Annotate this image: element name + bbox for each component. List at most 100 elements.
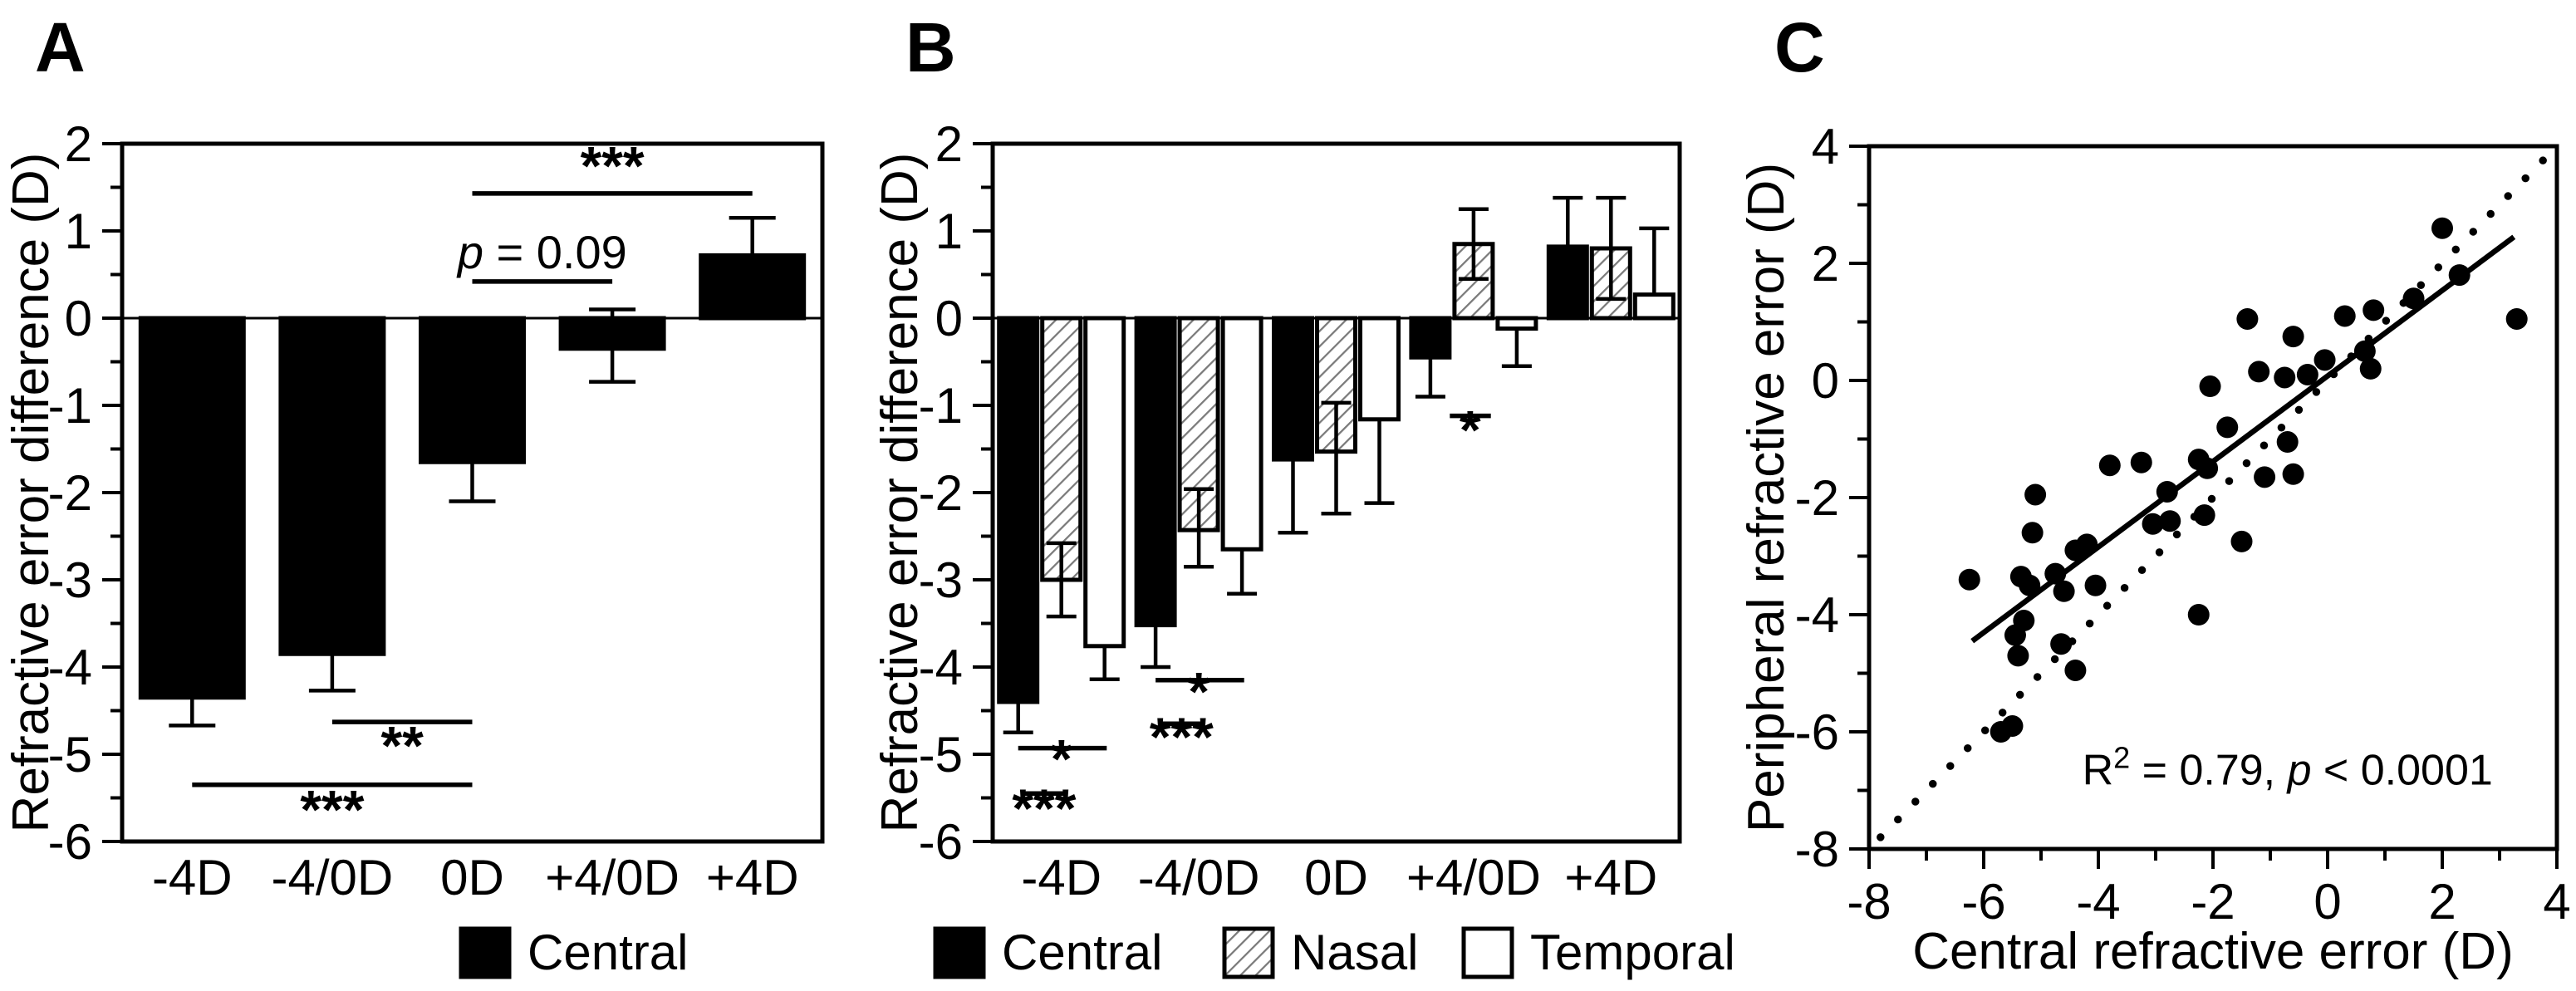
stats-annotation: R2 = 0.79, p < 0.0001 [2083,740,2493,794]
data-point [2064,659,2087,681]
significance-label: * [1460,400,1481,461]
legend-label-central: Central [1002,925,1162,980]
plot-border [990,141,1682,844]
data-point [2130,451,2152,473]
data-point [2004,624,2026,646]
data-point [2084,574,2107,596]
x-tick-label-2: 2 [2428,874,2456,930]
data-point [2159,510,2181,532]
data-point [2313,349,2336,371]
significance-label: *** [300,778,364,840]
legend-item-central: Central [459,925,688,980]
data-point [2156,480,2178,503]
y-tick-label--3: -3 [919,552,963,608]
legend-swatch-nasal [1222,926,1275,979]
x-category-label-0D: 0D [440,850,504,905]
panel-c: C Peripheral refractive error (D) Centra… [1738,8,2571,980]
legend-label-central: Central [527,925,688,980]
panel-c-plot: -8 -6 -4 -2 0 2 4 4 2 0 -2 -4 -6 -8 R2 = 0.79, p < 0.0… [1795,119,2571,930]
panel-c-x-axis-title: Central refractive error (D) [1912,923,2513,980]
data-point [2007,645,2029,667]
panel-b-label: B [905,8,956,86]
data-point [2142,513,2164,535]
y-tick-label-2: 2 [65,116,92,172]
y-tick-label-1: 1 [65,204,92,259]
data-point [2296,363,2318,385]
x-category-label-+4D: +4D [1564,850,1657,905]
bar-central-0D [1272,316,1314,462]
panel-a-legend: Central [459,925,688,980]
significance-label: * [1188,661,1209,723]
panel-b-legend: Central Nasal Temporal [933,925,1735,980]
y-tick-label-0: 0 [935,291,963,346]
y-tick-label-2: 2 [935,116,963,172]
y-tick-label--6: -6 [1795,704,1839,760]
data-point [1958,568,1980,591]
legend-label-nasal: Nasal [1291,925,1418,980]
y-tick-label-4: 4 [1812,119,1839,174]
panel-b-y-axis-title: Refractive error difference (D) [871,153,929,833]
significance-label: *** [1012,778,1076,839]
data-point [2053,580,2075,602]
legend-swatch-central [459,926,512,979]
bar-central--4/0D [278,316,386,656]
data-point [2076,533,2098,556]
x-category-label--4/0D: -4/0D [272,850,394,905]
identity-line [1877,145,2559,841]
significance-label: * [1051,728,1072,789]
panel-b-plot: 210-1-2-3-4-5-6-4D -4/0D 0D +4/0D +4D*******… [919,116,1682,905]
bar-temporal--4D [1083,316,1126,649]
panel-a-plot: 2 1 0 -1 -2 -3 -4 -5 -6 -4D -4/0D 0D +4/0D +4D *** p = … [48,116,825,905]
legend-item-nasal: Nasal [1222,925,1418,980]
x-category-label--4D: -4D [152,850,233,905]
y-tick-label--5: -5 [919,727,963,782]
y-tick-label--2: -2 [1795,470,1839,526]
data-point [2199,375,2221,398]
panel-c-label: C [1774,8,1825,86]
panel-b: B Refractive error difference (D) 2 1 0 -1 -… [871,8,1735,980]
x-category-label-+4/0D: +4/0D [545,850,680,905]
x-category-label-+4/0D: +4/0D [1406,850,1541,905]
y-tick-label--3: -3 [48,552,92,608]
bar-temporal--4/0D [1220,316,1263,552]
data-point [2282,326,2304,348]
data-point [2021,522,2044,544]
data-point [2505,307,2528,330]
bar-central-+4D [699,253,807,321]
significance-label: ** [381,715,424,777]
y-tick-label-0: 0 [1812,353,1839,409]
bar-central-0D [419,316,526,464]
data-point [2216,416,2239,439]
y-tick-label--6: -6 [919,814,963,870]
bar-temporal-+4/0D [1495,316,1538,331]
plot-border [1867,144,2559,851]
data-point [2019,574,2041,596]
legend-label-temporal: Temporal [1530,925,1735,980]
panel-a: A Refractive error difference (D) 2 1 0 -1 -… [2,8,825,980]
x-tick-label--2: -2 [2191,874,2235,930]
panel-c-y-axis-title: Peripheral refractive error (D) [1738,163,1795,832]
panel-a-label: A [35,8,86,86]
significance-label: p = 0.09 [456,226,627,278]
y-tick-label--1: -1 [919,378,963,434]
y-tick-label--6: -6 [48,814,92,870]
data-point [2282,463,2304,485]
data-point [2187,604,2210,626]
data-point [2248,361,2270,383]
y-tick-label--1: -1 [48,378,92,434]
legend-swatch-central [933,926,986,979]
x-category-label-0D: 0D [1304,850,1368,905]
bar-central--4D [138,316,246,700]
data-point [2230,530,2253,552]
y-tick-label--4: -4 [1795,587,1839,643]
data-point [2359,357,2382,380]
y-tick-label--4: -4 [48,640,92,695]
y-tick-label-2: 2 [1812,236,1839,292]
data-point [2254,466,2276,488]
data-point [2274,366,2296,389]
panel-a-y-axis-title: Refractive error difference (D) [2,153,60,833]
data-point [2044,562,2067,585]
data-point [2431,217,2453,239]
data-point [2333,305,2356,327]
